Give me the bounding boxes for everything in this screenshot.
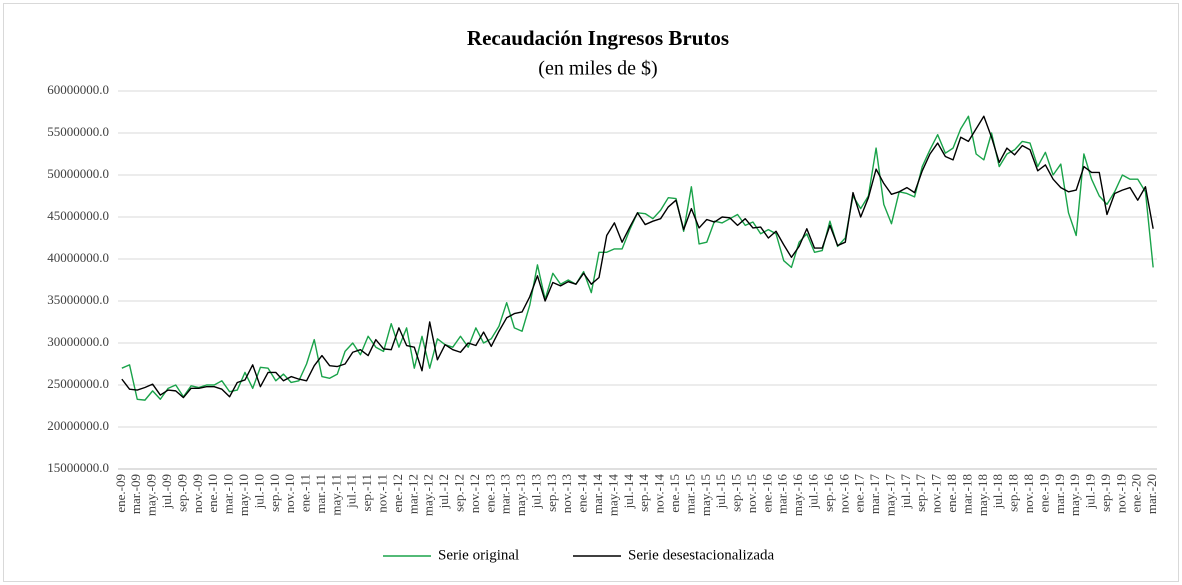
y-tick-label: 15000000.0 bbox=[47, 460, 109, 475]
x-tick-label: sep.-16 bbox=[821, 474, 836, 512]
x-tick-label: ene.-16 bbox=[759, 474, 774, 513]
x-tick-label: mar.-12 bbox=[405, 474, 420, 514]
y-tick-label: 50000000.0 bbox=[47, 166, 109, 181]
x-tick-label: sep.-11 bbox=[359, 474, 374, 511]
x-tick-label: nov.-18 bbox=[1021, 474, 1036, 513]
x-tick-label: jul.-10 bbox=[251, 474, 266, 509]
x-tick-label: jul.-09 bbox=[159, 474, 174, 509]
x-tick-label: mar.-15 bbox=[682, 474, 697, 514]
x-tick-label: jul.-12 bbox=[436, 474, 451, 509]
x-tick-label: sep.-10 bbox=[267, 474, 282, 512]
x-tick-label: nov.-09 bbox=[190, 474, 205, 513]
x-tick-label: may.-19 bbox=[1067, 474, 1082, 516]
x-tick-label: ene.-20 bbox=[1129, 474, 1144, 513]
x-tick-label: nov.-19 bbox=[1113, 474, 1128, 513]
x-tick-label: sep.-18 bbox=[1006, 474, 1021, 512]
x-tick-label: jul.-18 bbox=[990, 474, 1005, 509]
x-tick-label: ene.-19 bbox=[1036, 474, 1051, 513]
x-tick-label: sep.-14 bbox=[636, 474, 651, 512]
x-tick-label: ene.-11 bbox=[298, 474, 313, 512]
x-tick-label: nov.-10 bbox=[282, 474, 297, 513]
x-tick-label: jul.-13 bbox=[528, 474, 543, 509]
x-tick-label: nov.-15 bbox=[744, 474, 759, 513]
y-tick-label: 35000000.0 bbox=[47, 292, 109, 307]
x-tick-label: sep.-19 bbox=[1098, 474, 1113, 512]
x-tick-label: ene.-18 bbox=[944, 474, 959, 513]
x-tick-label: may.-16 bbox=[790, 474, 805, 517]
x-tick-label: sep.-15 bbox=[729, 474, 744, 512]
x-tick-label: may.-15 bbox=[698, 474, 713, 516]
x-tick-label: may.-13 bbox=[513, 474, 528, 516]
x-tick-label: mar.-20 bbox=[1144, 474, 1159, 514]
x-tick-label: may.-12 bbox=[421, 474, 436, 516]
x-tick-label: nov.-11 bbox=[375, 474, 390, 513]
x-tick-label: jul.-16 bbox=[805, 474, 820, 510]
x-tick-label: nov.-16 bbox=[836, 474, 851, 514]
x-tick-label: ene.-14 bbox=[575, 474, 590, 513]
x-tick-label: ene.-10 bbox=[205, 474, 220, 513]
x-tick-label: may.-09 bbox=[144, 474, 159, 516]
legend-label: Serie desestacionalizada bbox=[628, 547, 775, 563]
x-tick-label: nov.-12 bbox=[467, 474, 482, 513]
x-tick-label: may.-11 bbox=[328, 474, 343, 516]
x-tick-label: jul.-19 bbox=[1083, 474, 1098, 509]
x-tick-label: nov.-13 bbox=[559, 474, 574, 513]
x-tick-label: may.-17 bbox=[882, 474, 897, 517]
x-tick-label: jul.-15 bbox=[713, 474, 728, 509]
x-tick-label: mar.-10 bbox=[221, 474, 236, 514]
x-tick-label: jul.-11 bbox=[344, 474, 359, 509]
y-tick-label: 60000000.0 bbox=[47, 82, 109, 97]
x-tick-label: may.-10 bbox=[236, 474, 251, 516]
y-tick-label: 25000000.0 bbox=[47, 376, 109, 391]
x-tick-label: mar.-19 bbox=[1052, 474, 1067, 514]
x-tick-label: may.-14 bbox=[605, 474, 620, 517]
x-tick-label: mar.-18 bbox=[959, 474, 974, 514]
x-tick-label: nov.-17 bbox=[929, 474, 944, 514]
x-tick-label: ene.-09 bbox=[113, 474, 128, 513]
x-tick-label: sep.-17 bbox=[913, 474, 928, 512]
legend-label: Serie original bbox=[438, 547, 519, 563]
x-tick-label: mar.-11 bbox=[313, 474, 328, 514]
x-tick-label: ene.-12 bbox=[390, 474, 405, 513]
x-tick-label: sep.-13 bbox=[544, 474, 559, 512]
x-tick-label: mar.-14 bbox=[590, 474, 605, 515]
x-tick-label: ene.-13 bbox=[482, 474, 497, 513]
x-tick-label: sep.-12 bbox=[451, 474, 466, 512]
x-tick-label: sep.-09 bbox=[174, 474, 189, 512]
y-tick-label: 45000000.0 bbox=[47, 208, 109, 223]
y-tick-label: 40000000.0 bbox=[47, 250, 109, 265]
x-tick-label: nov.-14 bbox=[652, 474, 667, 514]
x-tick-label: ene.-15 bbox=[667, 474, 682, 513]
series-line bbox=[121, 115, 1154, 399]
x-tick-label: mar.-13 bbox=[498, 474, 513, 514]
x-tick-label: may.-18 bbox=[975, 474, 990, 516]
x-tick-label: mar.-09 bbox=[128, 474, 143, 514]
y-tick-label: 55000000.0 bbox=[47, 124, 109, 139]
chart-title: Recaudación Ingresos Brutos bbox=[467, 26, 729, 50]
x-tick-label: ene.-17 bbox=[852, 474, 867, 513]
x-tick-label: jul.-17 bbox=[898, 474, 913, 510]
y-tick-label: 30000000.0 bbox=[47, 334, 109, 349]
y-tick-label: 20000000.0 bbox=[47, 418, 109, 433]
x-tick-label: mar.-17 bbox=[867, 474, 882, 515]
chart-subtitle: (en miles de $) bbox=[538, 58, 657, 80]
x-tick-label: mar.-16 bbox=[775, 474, 790, 515]
x-tick-label: jul.-14 bbox=[621, 474, 636, 510]
